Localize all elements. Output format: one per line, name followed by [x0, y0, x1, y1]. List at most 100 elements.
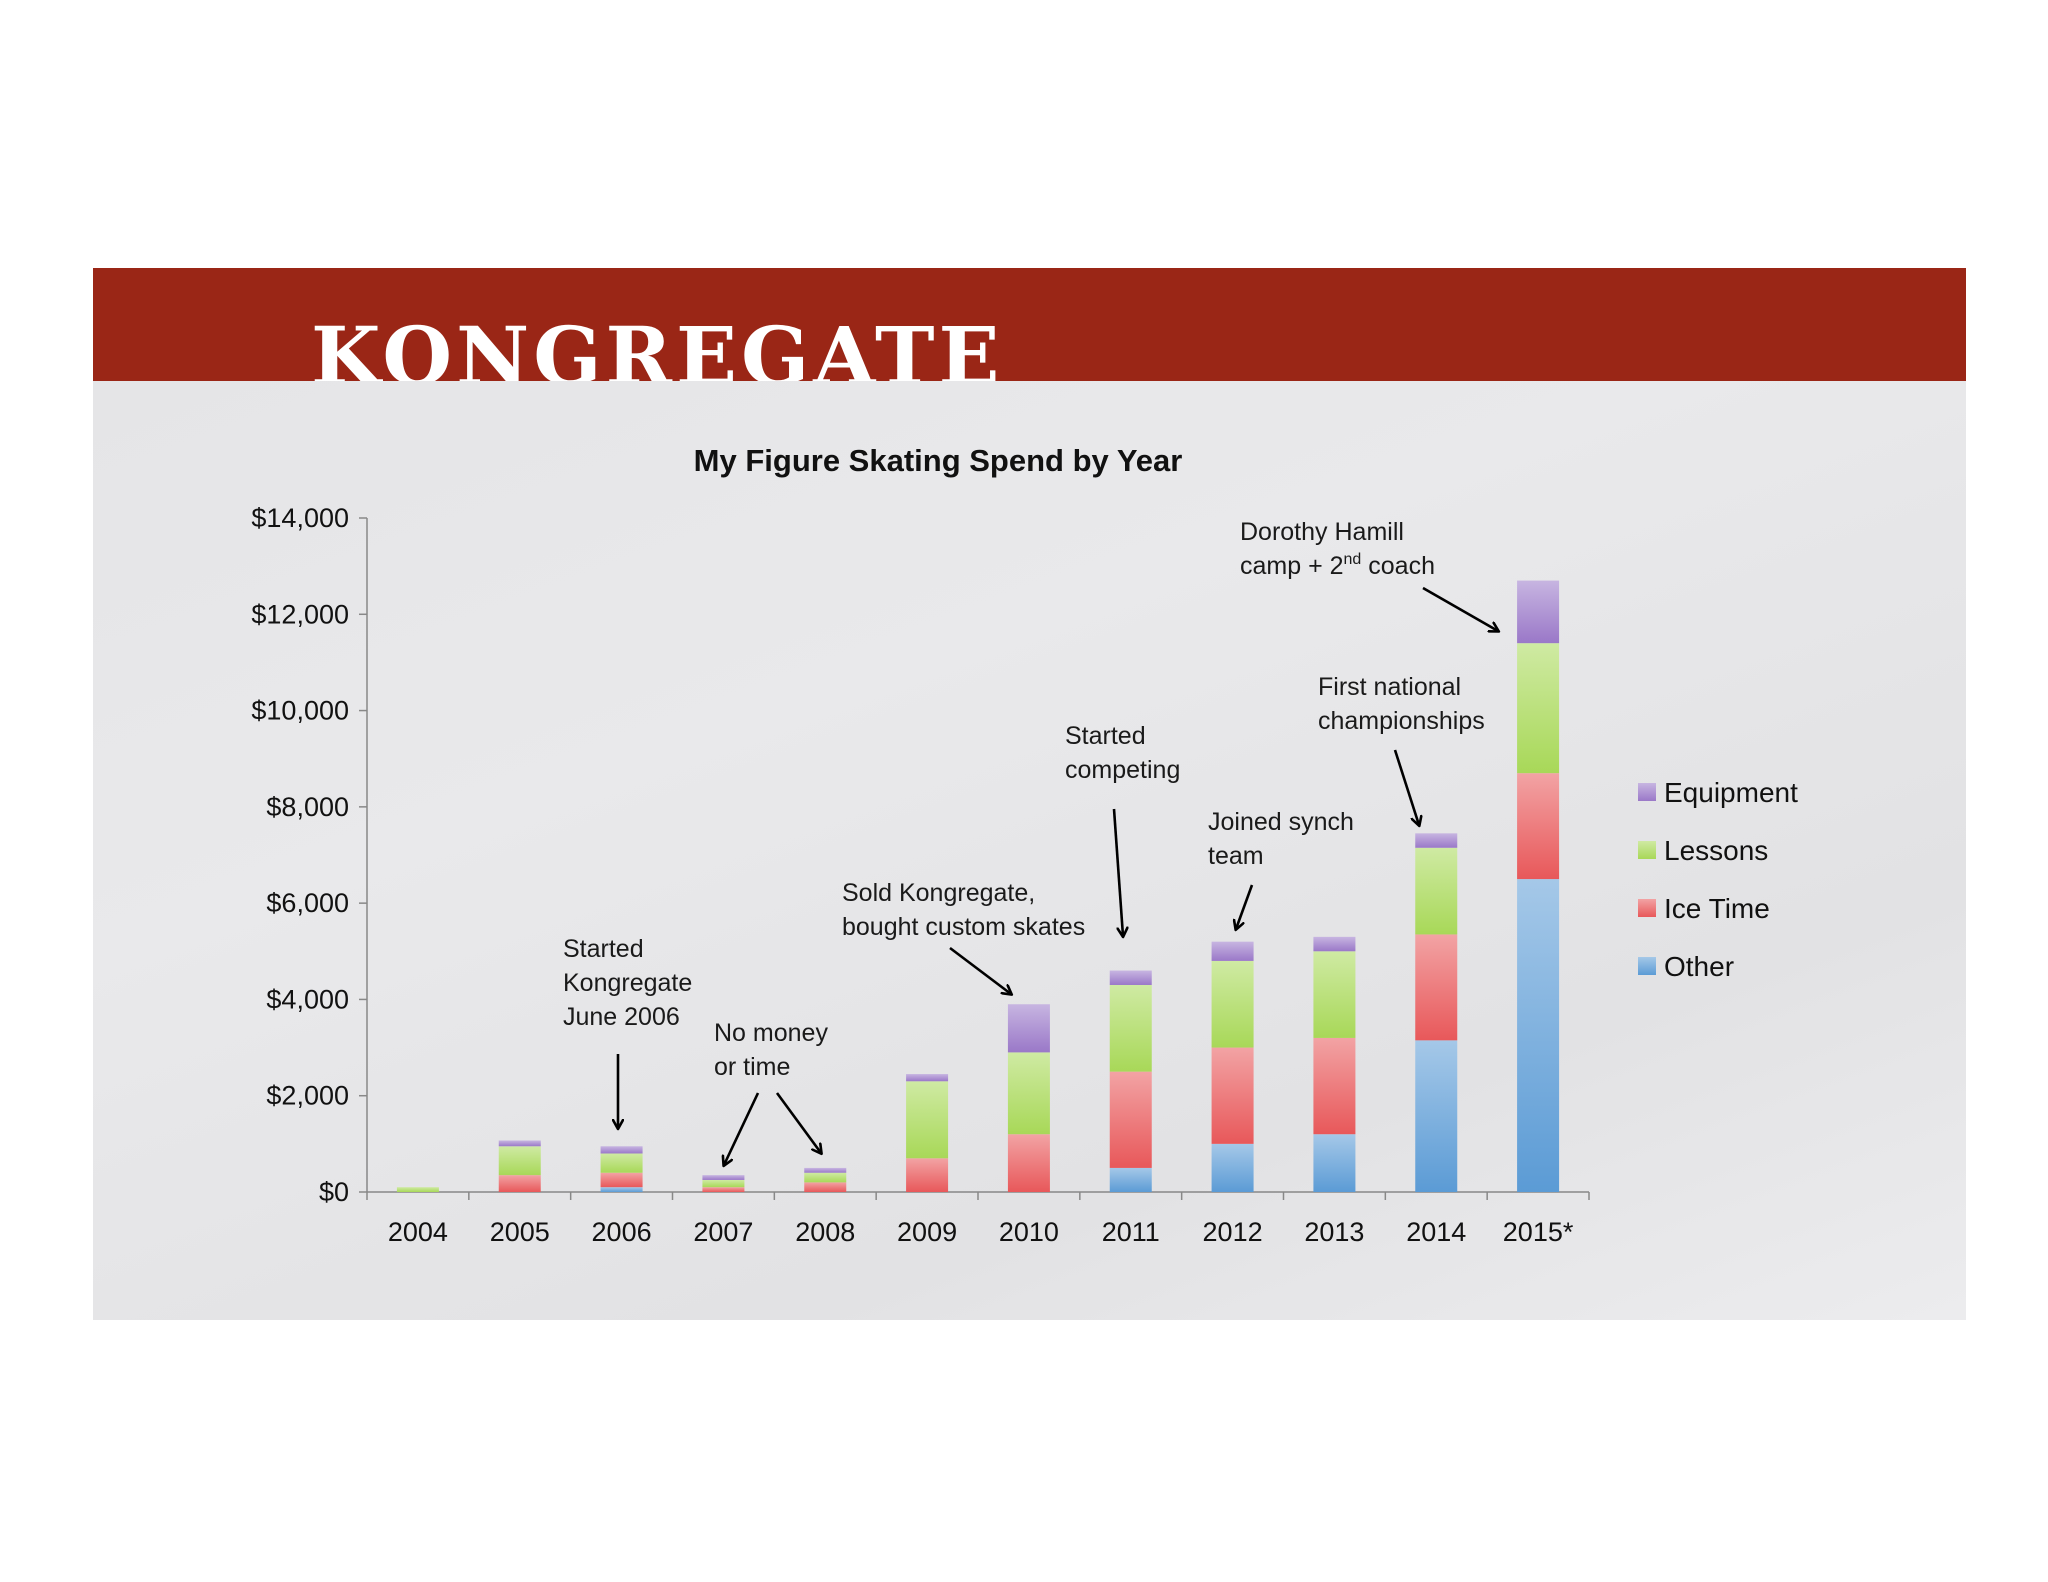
- bar-equipment-2006: [600, 1146, 643, 1154]
- annotation-no-money-line-1: No money: [714, 1019, 828, 1047]
- slide: KONGREGATE My Figure Skating Spend by Ye…: [93, 268, 1966, 1320]
- x-tick-label: 2013: [1304, 1217, 1364, 1247]
- annotation-arrow-2012: [1236, 884, 1254, 929]
- y-tick-label: $0: [319, 1177, 349, 1207]
- bar-ice-time-2007: [702, 1187, 745, 1192]
- stacked-bar-chart: My Figure Skating Spend by Year $0 $2,000…: [251, 443, 1798, 1247]
- legend-swatch-other: [1638, 957, 1656, 975]
- annotation-arrow-2010: [949, 946, 1011, 994]
- x-tick-label: 2008: [795, 1217, 855, 1247]
- annotation-dorothy-hamill-part-2: coach: [1361, 552, 1435, 580]
- bar-ice-time-2011: [1109, 1071, 1152, 1168]
- bar-equipment-2011: [1109, 970, 1152, 985]
- y-tick-label: $6,000: [266, 888, 349, 918]
- annotation-started-kongregate-line-3: June 2006: [563, 1003, 680, 1031]
- y-tick-label: $4,000: [266, 984, 349, 1014]
- bar-equipment-2013: [1313, 936, 1356, 952]
- bar-lessons-2007: [702, 1179, 745, 1188]
- bar-other-2014: [1415, 1040, 1458, 1192]
- annotation-arrow-2008: [775, 1092, 821, 1153]
- bar-ice-time-2006: [600, 1172, 643, 1188]
- annotation-dorothy-hamill-part-1: camp + 2: [1240, 552, 1344, 580]
- annotation-dorothy-hamill-superscript: nd: [1344, 551, 1362, 568]
- annotations: Started Kongregate June 2006 No money or…: [563, 518, 1498, 1165]
- bar-ice-time-2009: [906, 1158, 949, 1192]
- y-tick-label: $2,000: [266, 1081, 349, 1111]
- bar-lessons-2009: [906, 1081, 949, 1159]
- bar-lessons-2010: [1007, 1052, 1050, 1135]
- x-tick-label: 2004: [388, 1217, 448, 1247]
- x-tick-label: 2011: [1102, 1217, 1160, 1247]
- bar-equipment-2007: [702, 1175, 745, 1180]
- bar-equipment-2008: [804, 1167, 847, 1173]
- bar-lessons-2015: [1517, 643, 1560, 774]
- x-tick-label: 2015*: [1503, 1217, 1574, 1247]
- y-tick-label: $14,000: [251, 503, 349, 533]
- legend-label-lessons: Lessons: [1664, 835, 1768, 866]
- annotation-arrow-2011: [1112, 808, 1123, 936]
- bar-equipment-2009: [906, 1074, 949, 1082]
- bars: [396, 580, 1560, 1192]
- annotation-started-kongregate-line-1: Started: [563, 935, 644, 963]
- x-tick-label: 2012: [1203, 1217, 1263, 1247]
- annotation-started-kongregate-line-2: Kongregate: [563, 969, 692, 997]
- kongregate-logo: KONGREGATE: [311, 309, 1004, 381]
- bar-ice-time-2014: [1415, 934, 1458, 1041]
- annotation-joined-synch-line-2: team: [1208, 842, 1264, 870]
- legend-label-other: Other: [1664, 951, 1734, 982]
- bar-other-2013: [1313, 1134, 1356, 1192]
- bar-other-2006: [600, 1187, 643, 1192]
- annotation-started-competing-line-1: Started: [1065, 722, 1146, 750]
- legend-label-ice-time: Ice Time: [1664, 893, 1770, 924]
- bar-equipment-2005: [498, 1140, 541, 1147]
- annotation-dorothy-hamill-line-2: camp + 2nd coach: [1240, 551, 1435, 580]
- bar-lessons-2005: [498, 1146, 541, 1176]
- bar-other-2011: [1109, 1167, 1152, 1192]
- bar-lessons-2004: [396, 1187, 439, 1192]
- legend-label-equipment: Equipment: [1664, 777, 1798, 808]
- x-tick-label: 2009: [897, 1217, 957, 1247]
- bar-ice-time-2015: [1517, 773, 1560, 880]
- bar-lessons-2012: [1211, 960, 1254, 1048]
- bar-lessons-2013: [1313, 951, 1356, 1038]
- bar-lessons-2011: [1109, 984, 1152, 1072]
- bar-ice-time-2005: [498, 1175, 541, 1192]
- x-tick-label: 2005: [490, 1217, 550, 1247]
- bar-equipment-2014: [1415, 833, 1458, 848]
- annotation-no-money-line-2: or time: [714, 1053, 790, 1081]
- annotation-sold-kongregate-line-2: bought custom skates: [842, 913, 1085, 941]
- y-tick-label: $10,000: [251, 696, 349, 726]
- legend-swatch-ice-time: [1638, 899, 1656, 917]
- annotation-arrow-2015: [1422, 586, 1498, 631]
- x-tick-label: 2007: [693, 1217, 753, 1247]
- legend-swatch-lessons: [1638, 841, 1656, 859]
- y-tick-label: $12,000: [251, 599, 349, 629]
- bar-ice-time-2010: [1007, 1134, 1050, 1192]
- legend-swatch-equipment: [1638, 783, 1656, 801]
- bar-ice-time-2008: [804, 1182, 847, 1192]
- bar-lessons-2006: [600, 1153, 643, 1173]
- annotation-started-competing-line-2: competing: [1065, 756, 1180, 784]
- annotation-arrow-2014: [1393, 749, 1419, 825]
- bar-lessons-2008: [804, 1172, 847, 1183]
- x-tick-label: 2006: [592, 1217, 652, 1247]
- bar-equipment-2015: [1517, 580, 1560, 644]
- y-axis: $0 $2,000 $4,000 $6,000 $8,000 $10,000 $12,000…: [251, 503, 368, 1207]
- annotation-first-national-line-1: First national: [1318, 673, 1461, 701]
- bar-other-2015: [1517, 879, 1560, 1192]
- bar-ice-time-2013: [1313, 1037, 1356, 1135]
- annotation-sold-kongregate-line-1: Sold Kongregate,: [842, 879, 1035, 907]
- header-bar: KONGREGATE: [93, 268, 1966, 381]
- bar-ice-time-2012: [1211, 1047, 1254, 1144]
- x-tick-label: 2010: [999, 1217, 1059, 1247]
- bar-other-2012: [1211, 1143, 1254, 1192]
- x-axis: 2004 2005 2006 2007 2008 2009 2010 2011 2012 2013…: [366, 1191, 1590, 1247]
- chart-title: My Figure Skating Spend by Year: [694, 443, 1183, 478]
- annotation-dorothy-hamill-line-1: Dorothy Hamill: [1240, 518, 1404, 546]
- bar-equipment-2012: [1211, 941, 1254, 961]
- y-tick-label: $8,000: [266, 792, 349, 822]
- legend: Equipment Lessons Ice Time Other: [1638, 777, 1798, 982]
- annotation-arrow-2007: [724, 1092, 760, 1165]
- bar-lessons-2014: [1415, 847, 1458, 935]
- bar-equipment-2010: [1007, 1004, 1050, 1053]
